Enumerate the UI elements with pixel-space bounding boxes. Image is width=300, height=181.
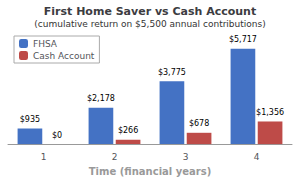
svg-text:$5,717: $5,717 [229,35,257,44]
svg-text:(cumulative return on $5,500 a: (cumulative return on $5,500 annual cont… [34,19,265,29]
svg-text:$678: $678 [189,119,209,128]
svg-text:4: 4 [254,152,260,162]
svg-text:First Home Saver vs Cash Accou: First Home Saver vs Cash Account [44,5,256,18]
svg-text:FHSA: FHSA [33,39,58,49]
svg-text:Time (financial years): Time (financial years) [89,166,211,177]
svg-text:$3,775: $3,775 [158,68,186,77]
svg-text:Cash Account: Cash Account [33,51,95,61]
svg-text:3: 3 [183,152,189,162]
svg-text:1: 1 [41,152,47,162]
svg-text:$2,178: $2,178 [87,94,115,103]
svg-text:$935: $935 [20,115,40,124]
svg-text:$266: $266 [118,126,138,135]
svg-text:$0: $0 [52,131,62,140]
svg-text:2: 2 [112,152,118,162]
svg-text:$1,356: $1,356 [256,108,284,117]
